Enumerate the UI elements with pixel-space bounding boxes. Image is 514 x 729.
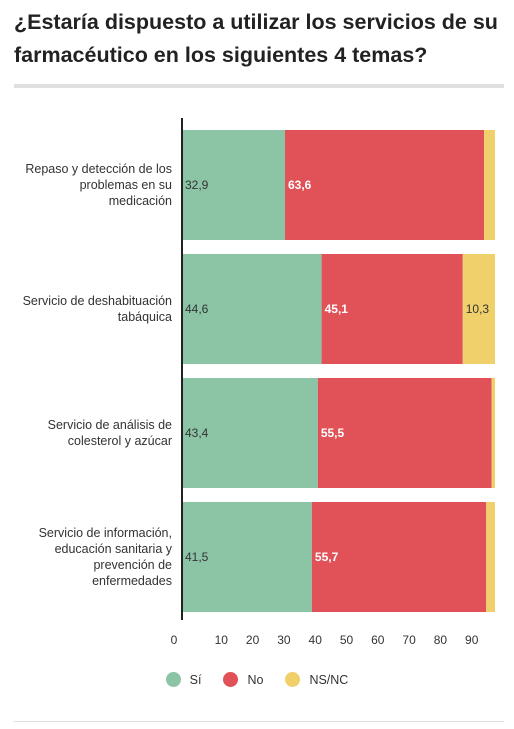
category-label: colesterol y azúcar xyxy=(68,434,172,448)
bar-ns-nc-4 xyxy=(486,502,495,612)
bar-no-3 xyxy=(317,378,492,488)
category-label: Servicio de deshabituación xyxy=(23,294,172,308)
legend-label: No xyxy=(247,672,264,687)
chart-legend: Sí No NS/NC xyxy=(0,672,514,687)
category-label: educación sanitaria y xyxy=(55,542,173,556)
bar-no-1 xyxy=(284,130,485,240)
data-label: 45,1 xyxy=(325,302,349,316)
data-label: 41,5 xyxy=(185,550,209,564)
legend-swatch xyxy=(223,672,239,687)
stacked-bar-chart: 32,9 63,6 Repaso y detección de los problem… xyxy=(23,118,495,647)
bar-ns-nc-1 xyxy=(484,130,495,240)
legend-item: Sí xyxy=(165,672,202,687)
category-label: tabáquica xyxy=(118,310,172,324)
legend-swatch xyxy=(165,672,181,687)
bottom-divider xyxy=(14,721,504,722)
bar-s--3 xyxy=(182,378,318,488)
data-label: 43,4 xyxy=(185,426,209,440)
title-divider xyxy=(14,84,504,88)
x-tick-label: 30 xyxy=(277,633,291,647)
bar-s--4 xyxy=(182,502,312,612)
legend-label: NS/NC xyxy=(309,672,349,687)
x-tick-label: 10 xyxy=(215,633,229,647)
x-tick-label: 50 xyxy=(340,633,354,647)
data-label: 10,3 xyxy=(466,302,490,316)
bar-s--2 xyxy=(182,254,322,364)
x-tick-label: 60 xyxy=(371,633,385,647)
category-label: medicación xyxy=(109,194,172,208)
x-tick-label: 0 xyxy=(171,633,178,647)
x-tick-label: 40 xyxy=(309,633,323,647)
x-tick-label: 90 xyxy=(465,633,479,647)
data-label: 55,7 xyxy=(315,550,339,564)
legend-label: Sí xyxy=(189,672,202,687)
data-label: 44,6 xyxy=(185,302,209,316)
category-label: enfermedades xyxy=(92,574,172,588)
legend-item: No xyxy=(223,672,263,687)
data-label: 63,6 xyxy=(288,178,312,192)
category-label: problemas en su xyxy=(80,178,172,192)
bar-ns-nc-3 xyxy=(491,378,495,488)
category-label: Servicio de análisis de xyxy=(48,418,172,432)
bar-s--1 xyxy=(182,130,285,240)
chart-title: ¿Estaría dispuesto a utilizar los servic… xyxy=(14,10,498,67)
data-label: 55,5 xyxy=(321,426,345,440)
bar-no-4 xyxy=(311,502,487,612)
legend-item: NS/NC xyxy=(285,672,348,687)
x-tick-label: 20 xyxy=(246,633,260,647)
x-tick-label: 70 xyxy=(402,633,416,647)
bar-ns-nc-2 xyxy=(462,254,495,364)
legend-swatch xyxy=(285,672,301,687)
category-label: Servicio de información, xyxy=(39,526,172,540)
data-label: 32,9 xyxy=(185,178,209,192)
x-tick-label: 80 xyxy=(434,633,448,647)
bar-no-2 xyxy=(321,254,463,364)
category-label: Repaso y detección de los xyxy=(25,162,172,176)
category-label: prevención de xyxy=(93,558,172,572)
